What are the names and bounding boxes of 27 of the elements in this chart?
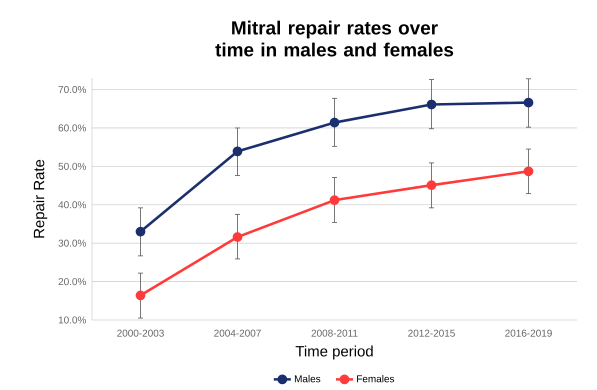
y-tick-label: 60.0% — [58, 124, 86, 132]
point — [524, 166, 534, 176]
x-tick-label: 2004-2007 — [214, 330, 261, 337]
x-tick-label: 2008-2011 — [312, 330, 358, 337]
point — [232, 146, 242, 156]
point — [426, 180, 436, 190]
x-tick-label: 2012-2015 — [408, 330, 455, 337]
x-tick-label: 2000-2003 — [117, 330, 164, 337]
y-tick-label: 20.0% — [58, 278, 86, 286]
point — [136, 226, 146, 237]
chart-title: Mitral repair rates over time in males and females — [215, 20, 454, 57]
y-tick-label: 70.0% — [58, 86, 86, 94]
y-tick-label: 50.0% — [58, 162, 86, 170]
y-axis-title: Repair Rate — [33, 160, 48, 238]
y-tick-label: 40.0% — [58, 201, 86, 208]
x-tick-label: 2016-2019 — [505, 330, 552, 337]
point — [524, 98, 534, 108]
point — [330, 195, 340, 206]
point — [330, 118, 340, 128]
legend-label: Males — [294, 375, 320, 382]
x-axis-title: Time period — [296, 346, 373, 360]
y-tick-label: 10.0% — [58, 316, 86, 324]
legend-label: Females — [357, 375, 394, 382]
point — [232, 232, 242, 242]
point — [426, 100, 436, 110]
y-tick-label: 30.0% — [58, 240, 86, 247]
point — [136, 290, 146, 300]
